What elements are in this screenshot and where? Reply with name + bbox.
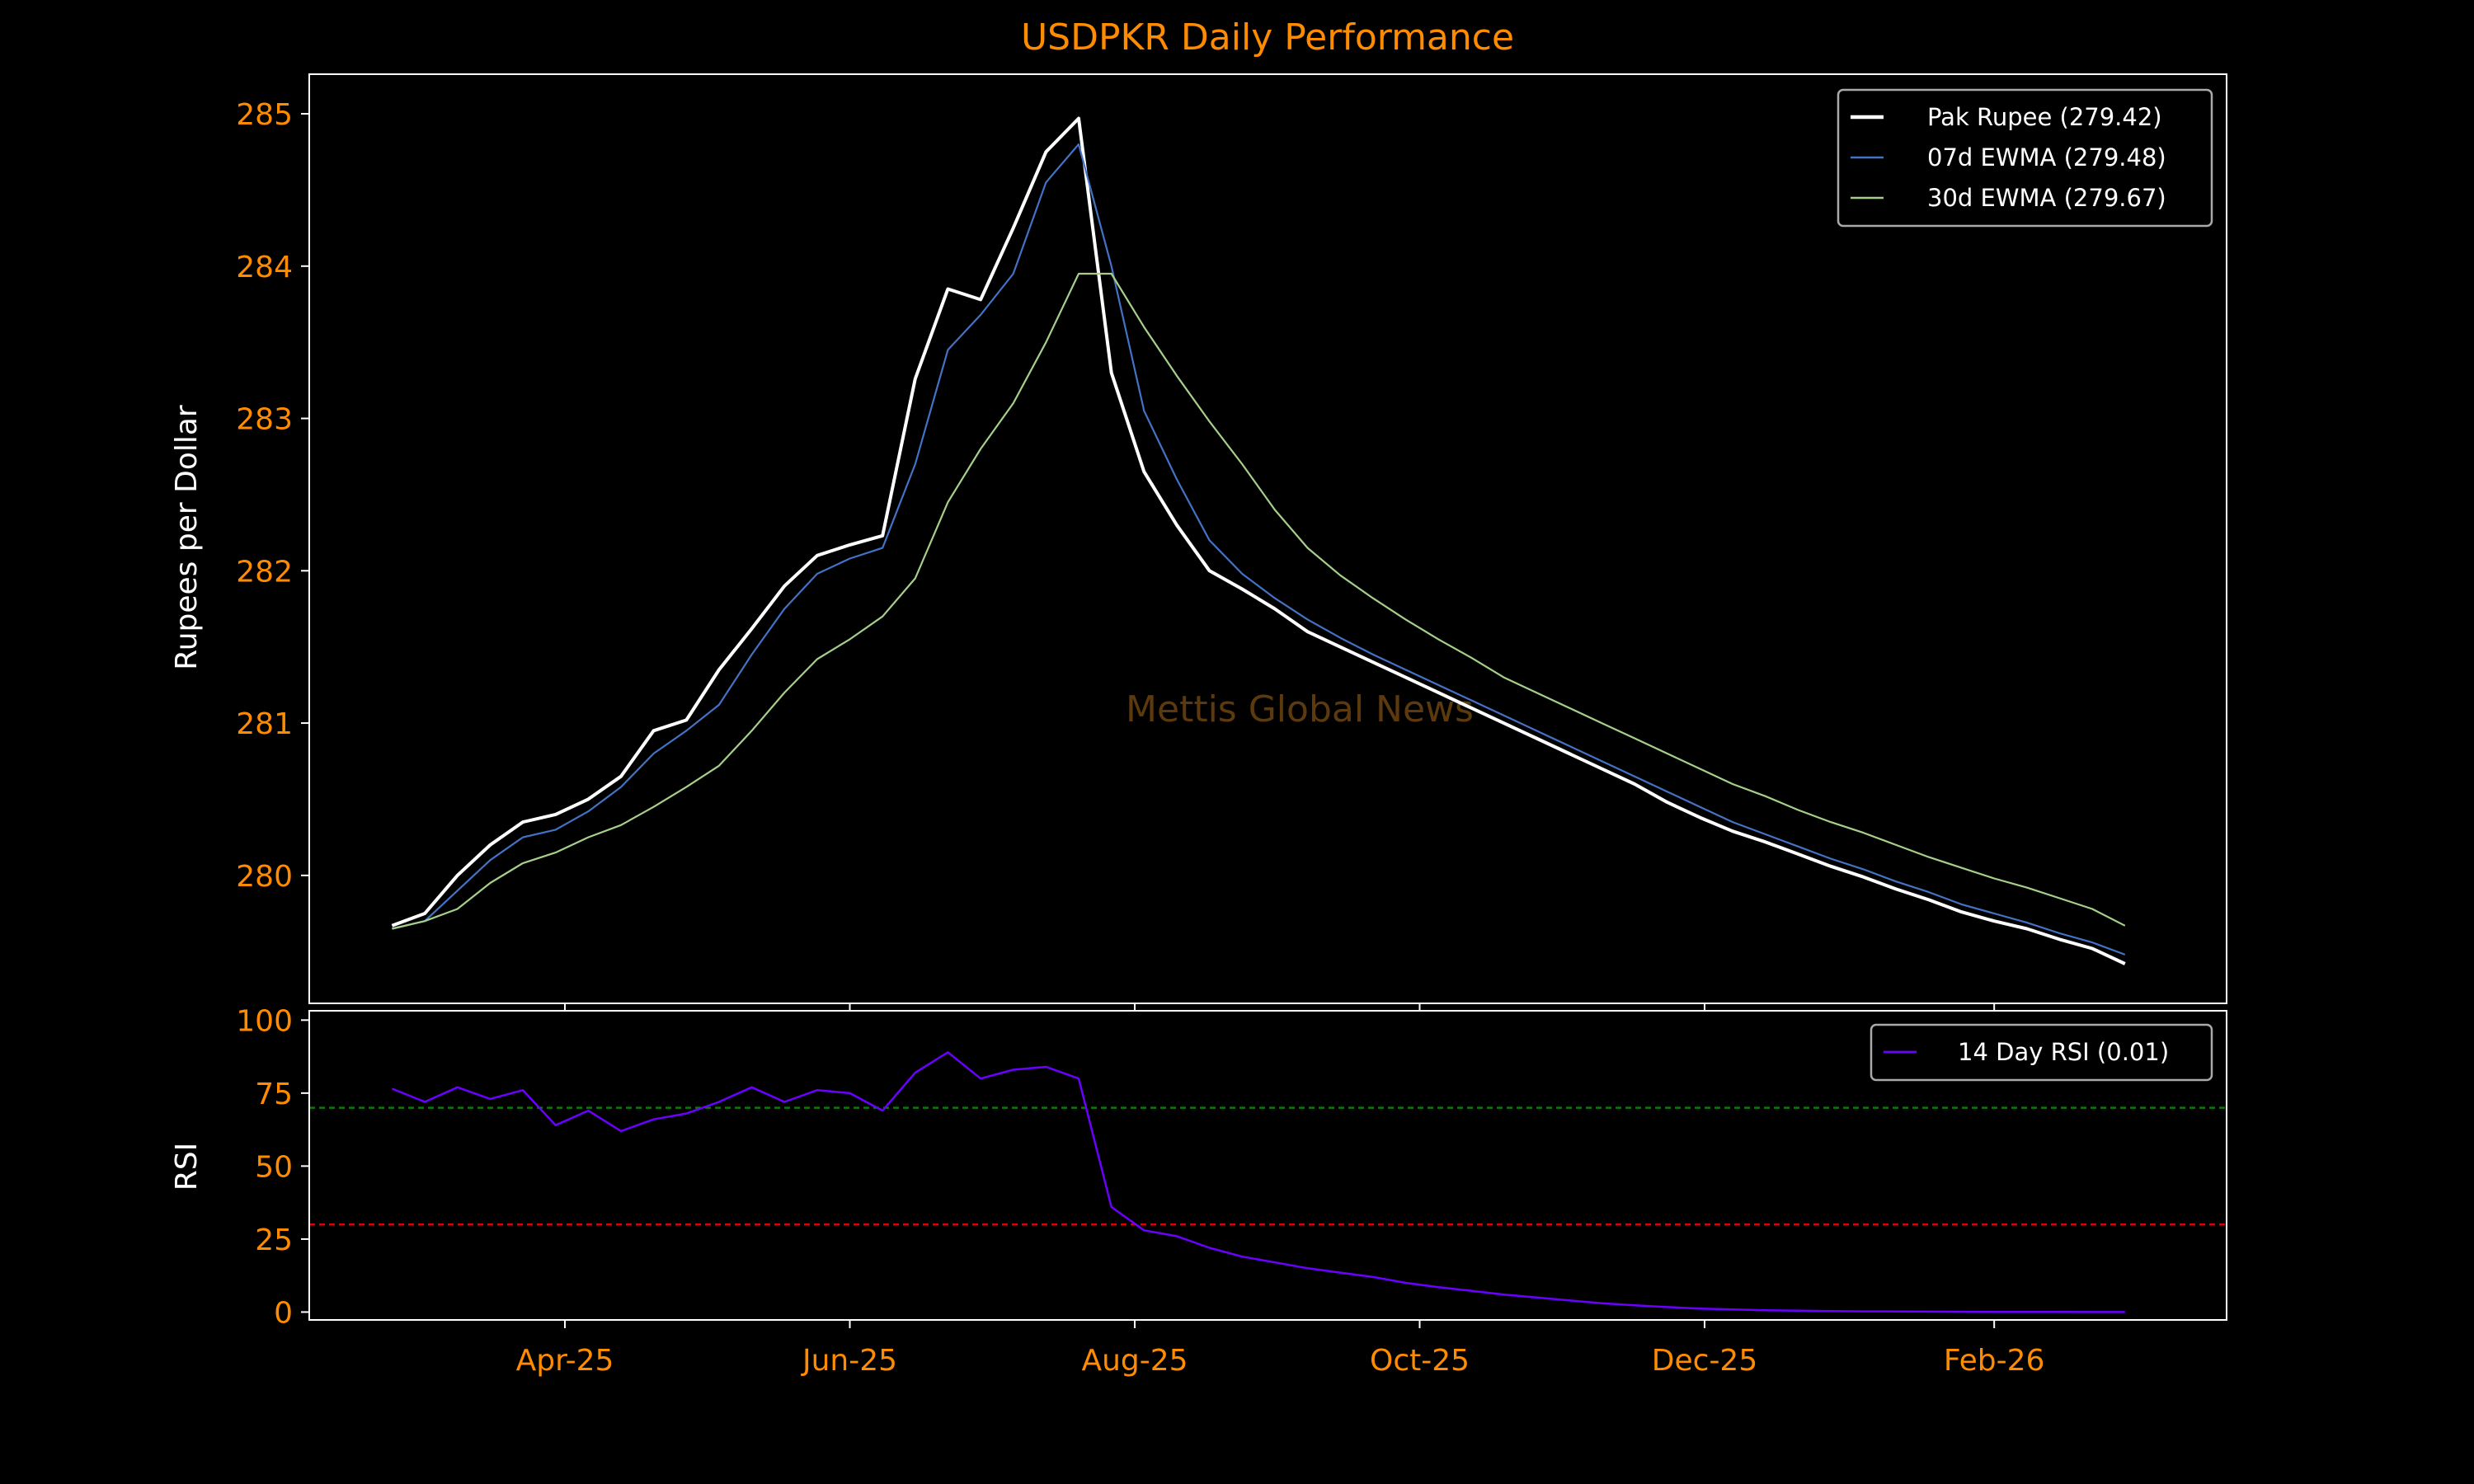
y-tick-label: 75 [255, 1078, 293, 1111]
series-line-2 [392, 272, 2126, 930]
y-tick-label: 285 [236, 98, 293, 132]
legend-label: Pak Rupee (279.42) [1927, 103, 2162, 131]
legend-box [1870, 1023, 2213, 1082]
legend-label: 30d EWMA (279.67) [1927, 184, 2166, 212]
y-tick-label: 283 [236, 403, 293, 437]
x-tick-label: Aug-25 [1081, 1344, 1188, 1378]
y-tick-label: 280 [236, 860, 293, 894]
y-tick-label: 282 [236, 555, 293, 589]
legend-label: 14 Day RSI (0.01) [1958, 1038, 2169, 1066]
series-line-0 [391, 116, 2126, 965]
x-tick-label: Oct-25 [1370, 1344, 1470, 1378]
x-tick-label: Apr-25 [516, 1344, 614, 1378]
y-tick-label: 25 [255, 1223, 293, 1257]
axes-frame [308, 73, 2227, 1004]
y-axis-label-rsi: RSI [170, 1143, 204, 1190]
x-tick-label: Jun-25 [801, 1344, 897, 1378]
y-tick-label: 100 [236, 1004, 293, 1038]
rsi-panel: 0 25 50 75 100 Apr-25 Jun-25 Aug-25 Oct-25 Dec-25… [236, 1004, 2227, 1378]
y-tick-label: 284 [236, 251, 293, 284]
series-line-0 [391, 1051, 2125, 1313]
y-tick-label: 281 [236, 707, 293, 741]
y-axis-label-price: Rupees per Dollar [170, 405, 204, 670]
legend-label: 07d EWMA (279.48) [1927, 143, 2166, 171]
price-panel: 280 281 282 283 284 285 Pak Rupee (279.42) 07d … [236, 73, 2227, 1012]
y-tick-label: 0 [274, 1296, 293, 1330]
x-tick-label: Dec-25 [1652, 1344, 1757, 1378]
chart-title: USDPKR Daily Performance [1021, 16, 1514, 59]
legend-box [1837, 88, 2213, 228]
x-tick-label: Feb-26 [1944, 1344, 2045, 1378]
watermark: Mettis Global News [1126, 688, 1474, 730]
y-tick-label: 50 [255, 1150, 293, 1184]
series-line-1 [392, 143, 2126, 956]
